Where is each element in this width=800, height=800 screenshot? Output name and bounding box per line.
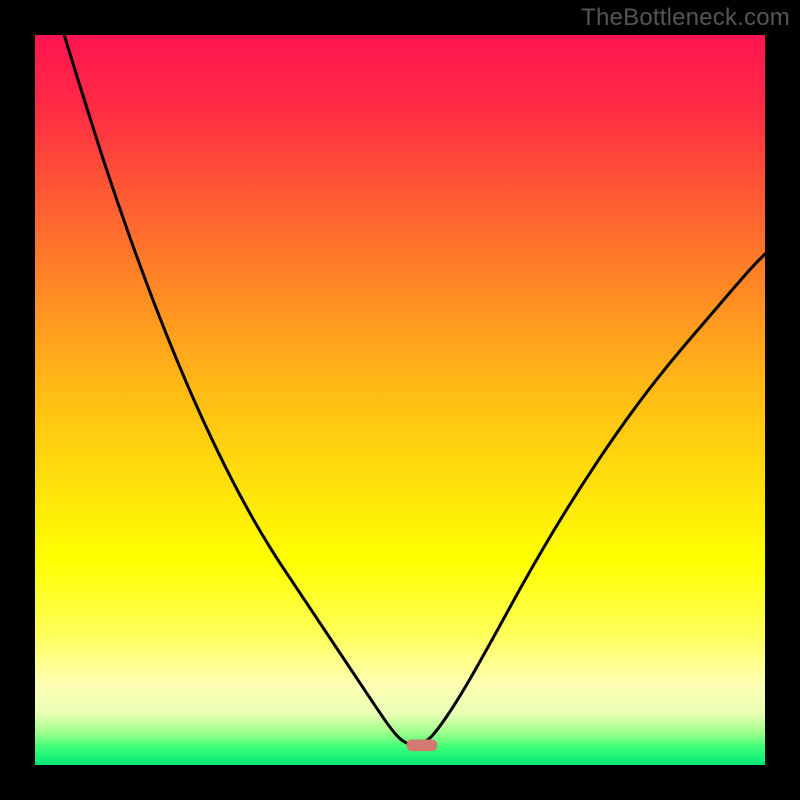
optimum-marker	[407, 739, 438, 751]
plot-background	[35, 35, 765, 765]
bottleneck-chart	[0, 0, 800, 800]
chart-container: TheBottleneck.com	[0, 0, 800, 800]
